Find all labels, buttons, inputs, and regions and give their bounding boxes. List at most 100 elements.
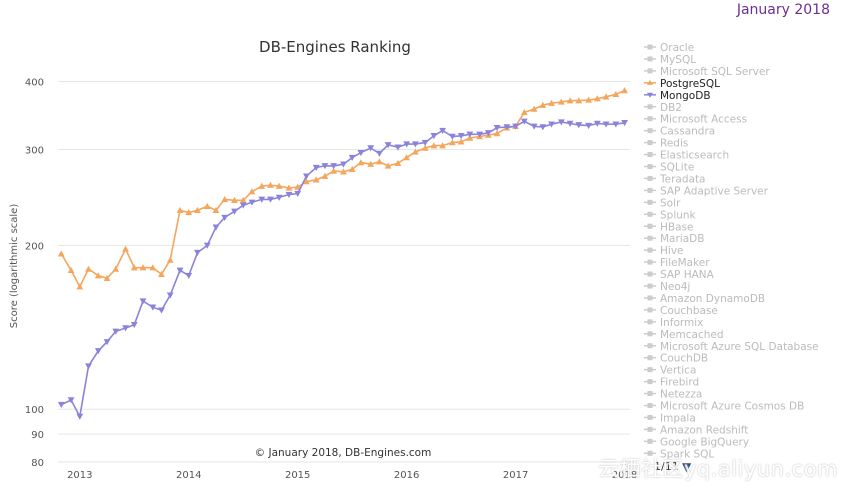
mongodb-point (139, 298, 147, 305)
legend-label: Spark SQL (660, 448, 714, 460)
legend-marker (647, 283, 653, 289)
legend-item[interactable]: PostgreSQL (644, 78, 720, 90)
postgresql-point (520, 109, 528, 116)
y-tick-label: 80 (31, 458, 44, 469)
legend-item[interactable]: Neo4j (644, 281, 690, 293)
postgresql-point (439, 142, 447, 149)
legend-item[interactable]: Couchbase (644, 305, 718, 317)
mongodb-point (512, 123, 519, 130)
legend-item[interactable]: SQLite (644, 162, 694, 174)
legend-item[interactable]: Redis (644, 138, 688, 150)
series-layer (57, 87, 628, 420)
legend-pager[interactable]: 1/11 ▼ (654, 460, 692, 474)
x-tick-labels: 2013 2014 2015 2016 2017 2018 (67, 470, 637, 481)
postgresql-point (149, 264, 157, 271)
postgresql-point (330, 167, 338, 174)
legend-item[interactable]: Microsoft Access (644, 114, 747, 126)
legend-item[interactable]: Informix (644, 317, 703, 329)
postgresql-point (612, 90, 620, 98)
mongodb-point (394, 144, 402, 151)
legend-item[interactable]: Teradata (644, 173, 706, 185)
legend-marker (647, 211, 653, 217)
legend-label: Impala (660, 412, 696, 424)
legend-item[interactable]: FileMaker (644, 257, 710, 269)
legend-item[interactable]: Impala (644, 412, 696, 424)
postgresql-point (321, 172, 329, 179)
mongodb-point (557, 119, 565, 126)
legend-item[interactable]: Netezza (644, 389, 702, 401)
legend-marker (647, 44, 653, 50)
y-tick-label: 300 (25, 146, 44, 157)
legend-item[interactable]: CouchDB (644, 353, 708, 365)
legend-item[interactable]: Spark SQL (644, 448, 714, 460)
legend-marker (647, 104, 653, 110)
mongodb-point (411, 141, 419, 148)
legend-item[interactable]: Elasticsearch (644, 150, 729, 162)
legend-item[interactable]: Firebird (644, 377, 699, 389)
y-axis-label: Score (logarithmic scale) (9, 204, 20, 329)
postgresql-point (285, 184, 293, 191)
legend-item[interactable]: Splunk (644, 209, 697, 221)
postgresql-point (566, 97, 574, 104)
postgresql-point (57, 250, 65, 257)
legend-item[interactable]: Vertica (644, 365, 696, 377)
pager-down-arrow-icon[interactable]: ▼ (682, 460, 692, 474)
postgresql-point (575, 97, 583, 104)
y-tick-labels: 80 90 100 200 300 400 (25, 78, 44, 469)
legend-item[interactable]: DB2 (644, 102, 682, 114)
postgresql-point (449, 139, 456, 146)
legend-item[interactable]: Microsoft Azure Cosmos DB (644, 401, 804, 413)
postgresql-point (103, 274, 111, 282)
mongodb-point (330, 163, 338, 170)
y-tick-label: 90 (31, 430, 44, 441)
postgresql-point (294, 183, 302, 190)
mongodb-point (112, 328, 120, 335)
legend-marker (647, 247, 653, 253)
legend-item[interactable]: MongoDB (644, 90, 711, 102)
postgresql-point (602, 93, 610, 100)
legend-label: Teradata (659, 173, 706, 185)
legend-item[interactable]: Amazon Redshift (644, 424, 748, 436)
postgresql-point (548, 99, 555, 106)
legend-marker (647, 259, 653, 265)
postgresql-point (357, 159, 365, 166)
legend-item[interactable]: MySQL (644, 54, 696, 66)
legend-item[interactable]: Memcached (644, 329, 724, 341)
mongodb-point (122, 325, 129, 332)
legend-item[interactable]: SAP Adaptive Server (644, 185, 769, 197)
legend-item[interactable]: Amazon DynamoDB (644, 293, 765, 305)
legend-item[interactable]: SAP HANA (644, 269, 715, 281)
legend-item[interactable]: Google BigQuery (644, 436, 749, 448)
legend-marker (647, 140, 653, 146)
legend-label: FileMaker (660, 257, 710, 269)
legend-item[interactable]: Oracle (644, 42, 694, 54)
legend-item[interactable]: Hive (644, 245, 684, 257)
mongodb-point (466, 131, 474, 138)
mongodb-point (149, 304, 157, 311)
postgresql-point (94, 272, 102, 279)
mongodb-point (430, 133, 438, 140)
legend-item[interactable]: Microsoft SQL Server (644, 66, 770, 78)
legend-item[interactable]: Microsoft Azure SQL Database (644, 341, 819, 353)
legend-label: MongoDB (660, 90, 711, 102)
legend-item[interactable]: Cassandra (644, 126, 715, 138)
mongodb-point (258, 196, 266, 203)
mongodb-point (203, 242, 211, 249)
legend-label: Solr (660, 197, 681, 209)
postgresql-point (403, 154, 411, 161)
mongodb-point (421, 139, 429, 146)
legend-item[interactable]: Solr (644, 197, 681, 209)
legend-item[interactable]: HBase (644, 221, 693, 233)
postgresql-point (267, 181, 274, 188)
mongodb-point (285, 191, 293, 198)
legend-marker (647, 450, 653, 456)
legend-label: SQLite (660, 162, 694, 174)
legend-item[interactable]: MariaDB (644, 233, 704, 245)
x-tick-label: 2016 (394, 470, 419, 481)
postgresql-point (239, 196, 247, 204)
mongodb-point (194, 249, 201, 256)
mongodb-point (439, 127, 447, 135)
legend-marker (647, 438, 653, 444)
